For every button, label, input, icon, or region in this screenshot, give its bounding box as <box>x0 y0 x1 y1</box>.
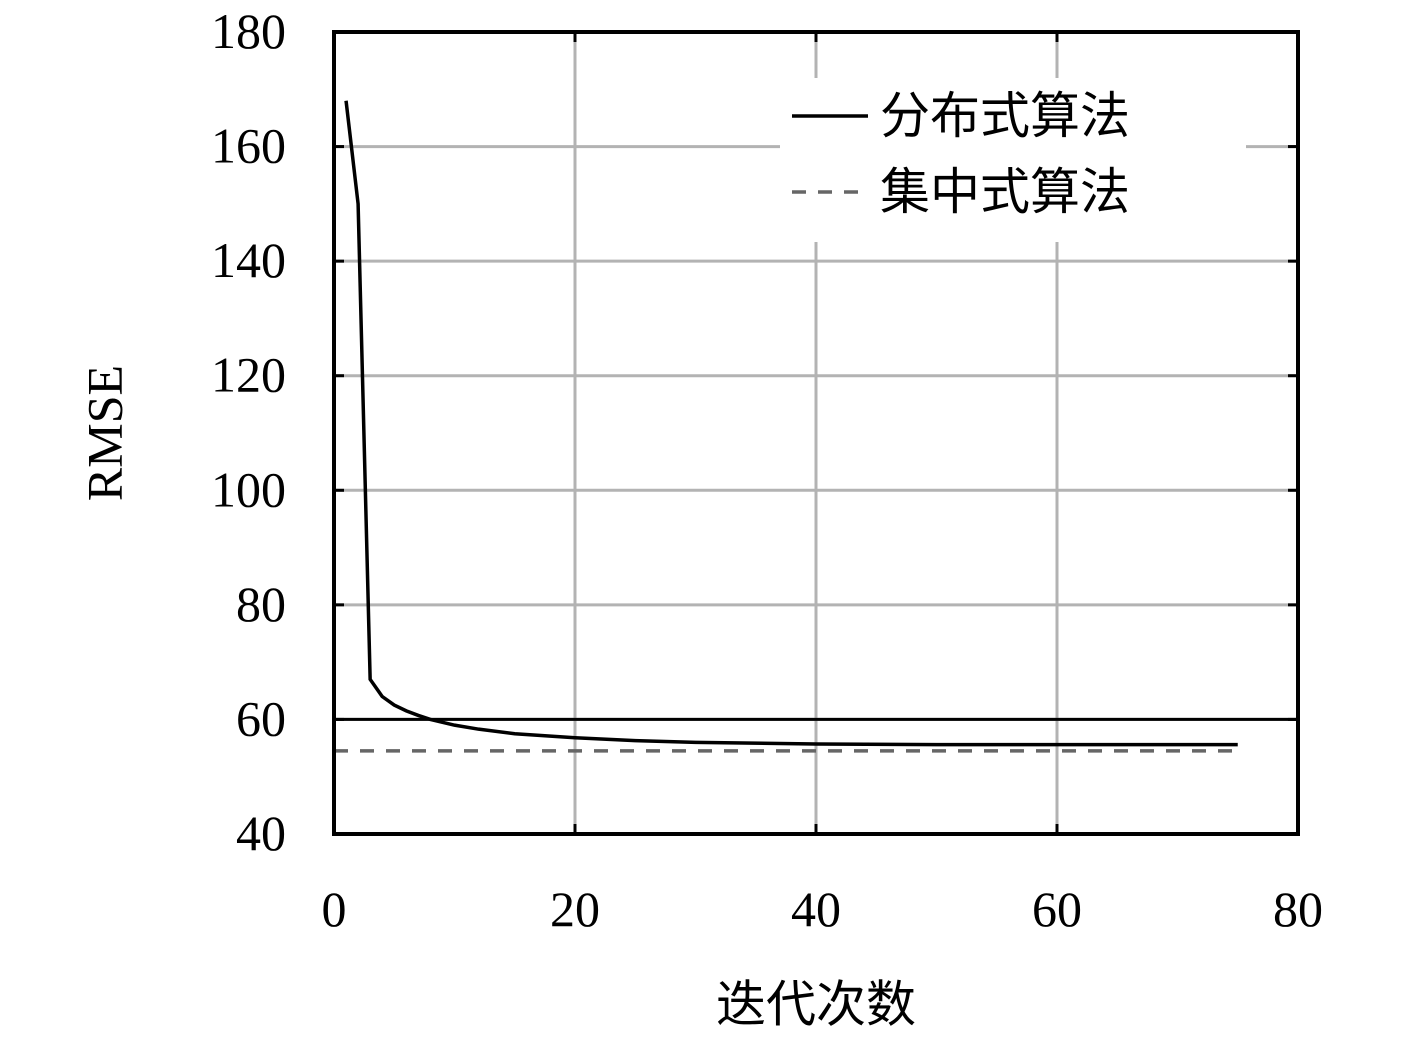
y-tick-label: 140 <box>211 232 286 288</box>
x-axis-label: 迭代次数 <box>716 976 916 1032</box>
x-tick-label: 40 <box>791 881 841 937</box>
y-tick-label: 60 <box>236 690 286 746</box>
x-tick-label: 20 <box>550 881 600 937</box>
plot-frame <box>332 30 1300 836</box>
y-tick-label: 100 <box>211 461 286 517</box>
x-tick-label: 60 <box>1032 881 1082 937</box>
y-tick-label: 180 <box>211 3 286 59</box>
x-tick-label: 80 <box>1273 881 1323 937</box>
data-line <box>344 100 1238 747</box>
y-axis-label: RMSE <box>76 365 132 501</box>
legend-label: 集中式算法 <box>880 164 1130 220</box>
legend-box <box>780 78 1246 242</box>
x-tick-label: 0 <box>322 881 347 937</box>
y-tick-label: 120 <box>211 347 286 403</box>
y-tick-label: 160 <box>211 118 286 174</box>
legend-label: 分布式算法 <box>880 88 1130 144</box>
y-tick-label: 80 <box>236 576 286 632</box>
y-tick-label: 40 <box>236 805 286 861</box>
